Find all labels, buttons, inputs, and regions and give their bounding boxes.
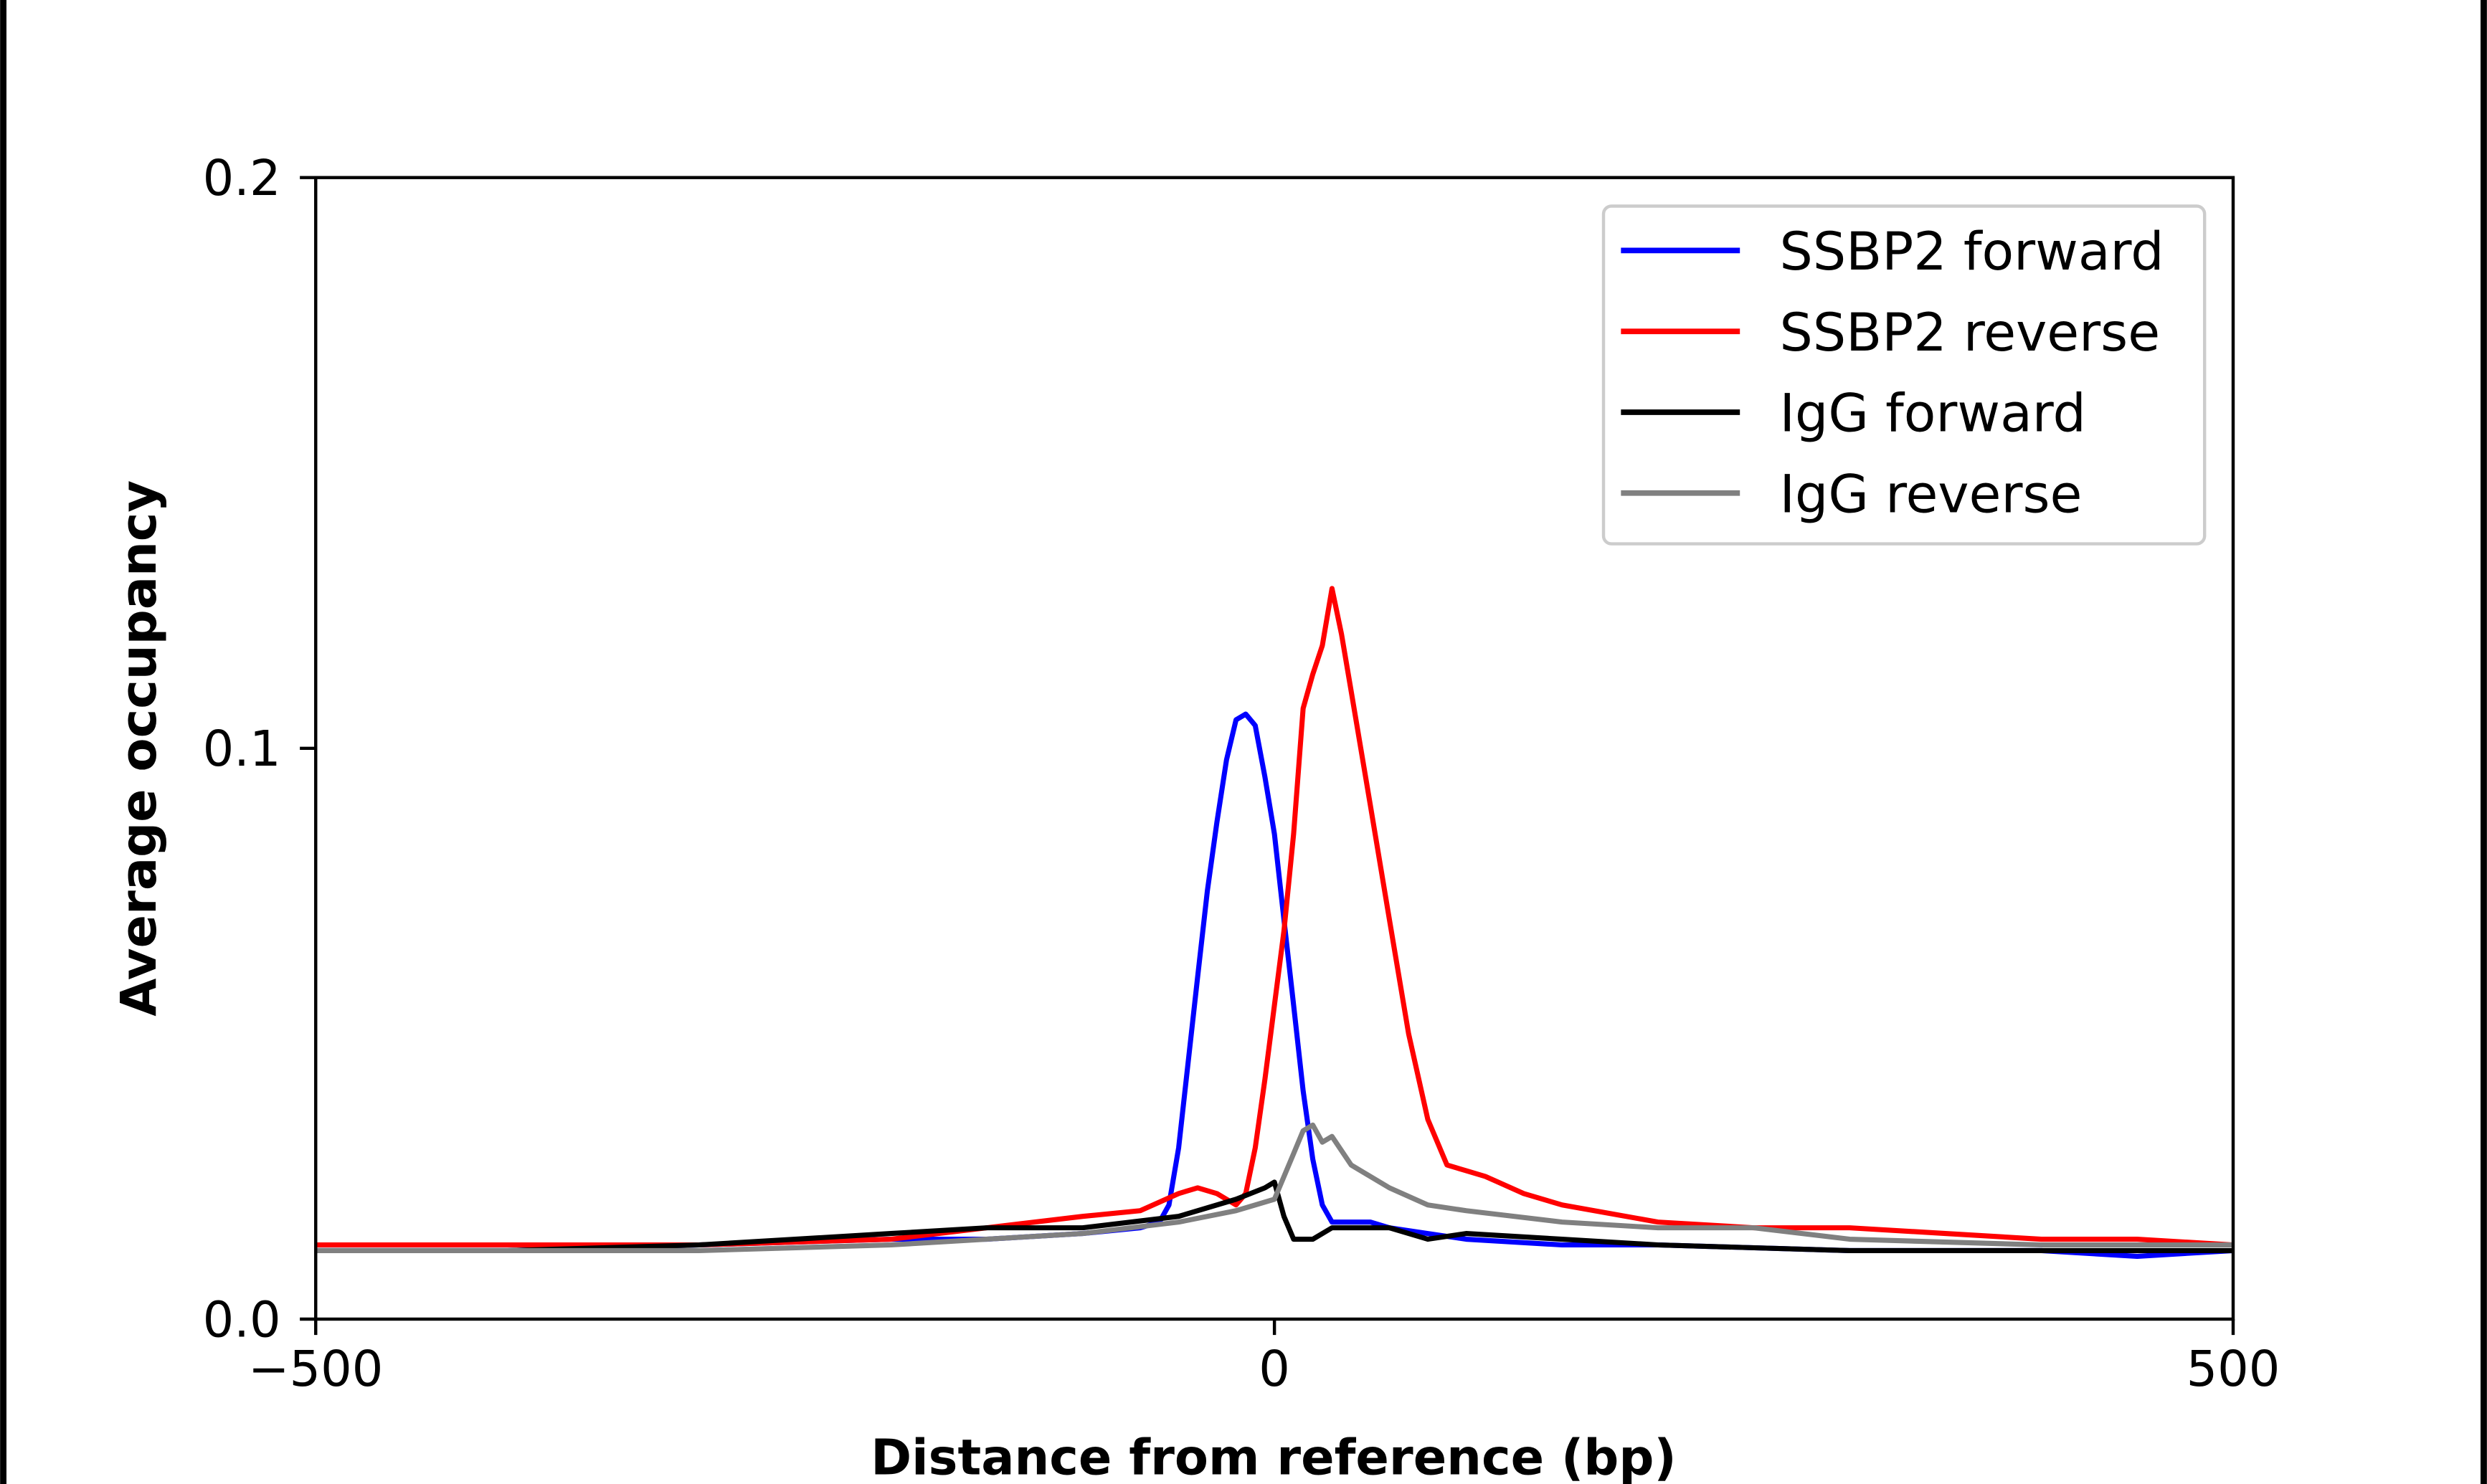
x-axis-label: Distance from reference (bp) xyxy=(871,1430,1677,1484)
y-tick-label: 0.1 xyxy=(203,720,281,778)
x-tick-label: −500 xyxy=(248,1341,383,1398)
series-line-igg-forward xyxy=(316,1179,2234,1253)
legend-label: IgG forward xyxy=(1780,384,2086,444)
y-tick-label: 0.0 xyxy=(203,1291,281,1349)
series-line-igg-reverse xyxy=(316,1122,2234,1253)
legend-label: IgG reverse xyxy=(1780,464,2083,525)
legend-label: SSBP2 reverse xyxy=(1780,303,2161,363)
y-tick-label: 0.2 xyxy=(203,150,281,207)
series-lines xyxy=(316,586,2234,1259)
series-line-ssbp2-forward xyxy=(316,711,2234,1259)
axis-ticks: −500 0 500 0.0 0.1 0.2 xyxy=(203,150,2280,1398)
legend-box xyxy=(1601,204,2207,546)
x-tick-label: 0 xyxy=(1259,1341,1290,1398)
right-border xyxy=(2481,0,2487,1484)
y-axis-label: Average occupancy xyxy=(110,480,168,1017)
legend: SSBP2 forward SSBP2 reverse IgG forward IgG… xyxy=(1601,204,2207,546)
x-tick-label: 500 xyxy=(2187,1341,2280,1398)
series-line-ssbp2-reverse xyxy=(316,586,2234,1248)
legend-label: SSBP2 forward xyxy=(1780,222,2164,282)
left-border xyxy=(0,0,7,1484)
